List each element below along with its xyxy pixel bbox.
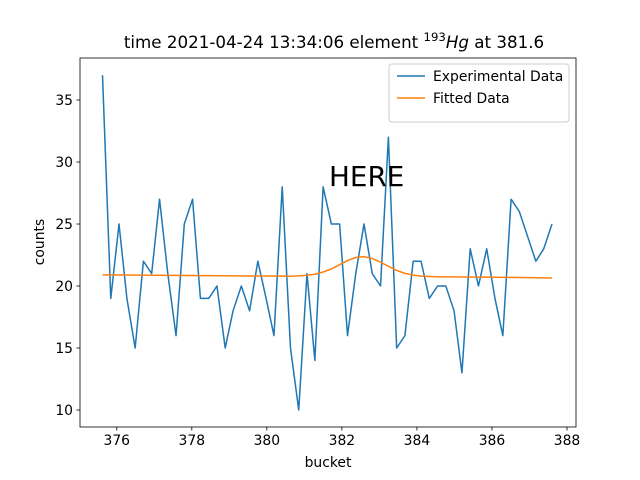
- y-axis-label: counts: [32, 219, 48, 265]
- x-tick-label: 386: [479, 433, 506, 449]
- x-tick-label: 376: [104, 433, 131, 449]
- annotation: HERE: [329, 160, 404, 193]
- title-suffix: at 381.6: [469, 32, 544, 52]
- data-line: [102, 255, 552, 279]
- plot-frame: [79, 57, 577, 428]
- y-tick-label: 20: [55, 279, 73, 295]
- x-tick-label: 384: [404, 433, 431, 449]
- chart-title: time 2021-04-24 13:34:06 element 193Hg a…: [124, 30, 544, 52]
- x-tick-label: 382: [329, 433, 356, 449]
- title-mass: 193: [424, 30, 446, 44]
- x-tick-label: 388: [554, 433, 581, 449]
- legend: Experimental Data Fitted Data: [388, 63, 570, 123]
- y-tick-label: 15: [55, 341, 73, 357]
- legend-frame: [388, 63, 570, 123]
- y-tick-label: 25: [55, 217, 73, 233]
- x-axis-label: bucket: [305, 455, 352, 471]
- y-tick-label: 35: [55, 93, 73, 109]
- x-tick-label: 378: [179, 433, 206, 449]
- legend-label: Experimental Data: [433, 69, 563, 85]
- y-tick-label: 10: [55, 403, 73, 419]
- legend-label: Fitted Data: [433, 91, 510, 107]
- x-tick-label: 380: [254, 433, 281, 449]
- title-symbol: Hg: [446, 32, 469, 52]
- y-tick-label: 30: [55, 155, 73, 171]
- title-text: time 2021-04-24 13:34:06 element: [124, 32, 424, 52]
- data-line: [101, 75, 553, 411]
